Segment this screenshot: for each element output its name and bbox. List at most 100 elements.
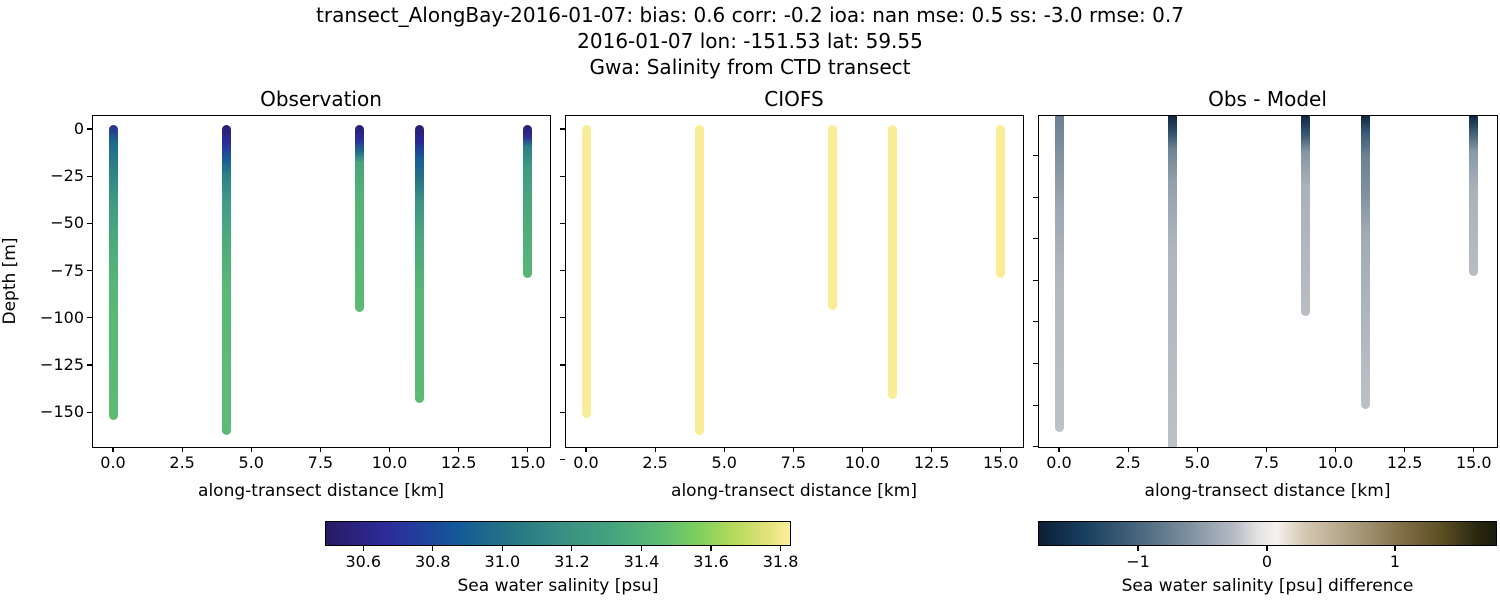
y-tick-label: −125 <box>40 355 84 374</box>
salinity-colorbar-tick-label: 31.0 <box>484 552 521 571</box>
y-tick-mark <box>1033 196 1038 198</box>
x-tick-label: 2.5 <box>642 453 668 472</box>
difference-colorbar-tick-label: 0 <box>1261 552 1273 571</box>
panel-title-obs-minus-model: Obs - Model <box>1208 87 1327 111</box>
observation-axes <box>92 115 551 448</box>
x-tick-mark <box>861 447 864 452</box>
salinity-colorbar <box>325 521 791 546</box>
observation-profile <box>221 125 231 436</box>
salinity-colorbar-tick-label: 30.6 <box>345 552 382 571</box>
difference-colorbar-tick-label: −1 <box>1126 552 1150 571</box>
x-tick-mark <box>1000 447 1002 452</box>
x-tick-mark <box>1404 447 1406 452</box>
y-tick-mark <box>1033 321 1038 323</box>
y-tick-mark <box>1033 362 1038 365</box>
y-tick-mark <box>560 411 565 413</box>
difference-colorbar <box>1038 521 1497 546</box>
figure-title-line-1: transect_AlongBay-2016-01-07: bias: 0.6 … <box>316 3 1184 27</box>
y-tick-mark <box>560 458 565 460</box>
y-tick-mark <box>87 222 92 224</box>
y-tick-mark <box>87 175 92 177</box>
x-tick-label: 10.0 <box>844 453 881 472</box>
y-tick-mark <box>87 411 92 413</box>
observation-profile <box>523 125 533 279</box>
salinity-colorbar-tick-label: 30.8 <box>414 552 451 571</box>
salinity-colorbar-tick-label: 31.6 <box>693 552 729 571</box>
y-tick-mark <box>1033 446 1038 448</box>
x-tick-mark <box>458 447 460 452</box>
y-tick-mark <box>87 317 92 319</box>
difference-profile <box>1054 116 1064 432</box>
y-tick-mark <box>560 364 565 366</box>
x-tick-mark <box>250 447 252 452</box>
y-tick-mark <box>560 128 565 130</box>
x-tick-mark <box>1473 447 1475 452</box>
colorbar-tick-mark <box>432 546 434 551</box>
colorbar-tick-mark <box>1137 546 1139 551</box>
ciofs-profile <box>694 125 704 436</box>
x-tick-mark <box>181 447 183 452</box>
y-tick-mark <box>560 317 565 319</box>
y-tick-mark <box>87 128 92 130</box>
x-tick-mark <box>527 447 529 452</box>
y-tick-mark <box>560 270 565 272</box>
y-tick-mark <box>1033 404 1038 406</box>
salinity-colorbar-tick-label: 31.4 <box>623 552 660 571</box>
x-tick-mark <box>1196 447 1198 452</box>
colorbar-tick-mark <box>710 546 712 551</box>
colorbar-tick-mark <box>571 546 573 551</box>
observation-profile <box>354 125 364 313</box>
difference-profile <box>1167 116 1177 447</box>
y-tick-mark <box>560 222 565 224</box>
x-tick-mark <box>319 447 321 452</box>
x-tick-label: 7.5 <box>780 453 807 472</box>
obs-minus-model-axes <box>1038 115 1498 448</box>
ciofs-profile <box>888 125 898 400</box>
x-tick-label: 0.0 <box>1046 453 1072 472</box>
x-tick-label: 12.5 <box>1386 453 1423 472</box>
x-tick-label: 15.0 <box>509 453 546 472</box>
y-tick-label: −100 <box>40 307 84 327</box>
colorbar-tick-mark <box>362 546 364 551</box>
difference-profile <box>1361 116 1371 409</box>
figure-title-line-3: Gwa: Salinity from CTD transect <box>589 55 911 79</box>
y-tick-mark <box>1033 279 1038 281</box>
y-tick-mark <box>1033 154 1038 157</box>
x-tick-label: 5.0 <box>1184 453 1210 472</box>
x-tick-mark <box>654 447 656 452</box>
colorbar-tick-mark <box>640 546 643 551</box>
y-tick-label: −75 <box>50 260 84 280</box>
x-axis-label-observation: along-transect distance [km] <box>198 481 444 501</box>
x-tick-label: 10.0 <box>371 453 408 472</box>
y-tick-label: −50 <box>50 213 84 233</box>
x-tick-label: 0.0 <box>100 453 126 472</box>
colorbar-tick-mark <box>501 546 503 551</box>
x-tick-label: 7.5 <box>307 453 334 472</box>
salinity-colorbar-tick-label: 31.8 <box>762 552 799 571</box>
x-tick-mark <box>1127 447 1129 452</box>
x-tick-label: 7.5 <box>1253 453 1280 472</box>
colorbar-tick-mark <box>1266 546 1268 551</box>
ciofs-profile <box>996 125 1006 279</box>
colorbar-tick-mark <box>1394 546 1396 551</box>
x-tick-label: 0.0 <box>573 453 599 472</box>
x-tick-label: 15.0 <box>982 453 1019 472</box>
difference-profile <box>1469 116 1479 276</box>
ciofs-axes <box>565 115 1024 448</box>
x-tick-label: 5.0 <box>711 453 737 472</box>
observation-profile <box>108 125 118 420</box>
y-tick-label: −25 <box>50 166 84 186</box>
x-tick-mark <box>1265 447 1267 452</box>
observation-profile <box>415 125 425 403</box>
x-tick-label: 2.5 <box>169 453 195 472</box>
x-tick-mark <box>112 447 114 452</box>
y-tick-mark <box>560 175 565 177</box>
x-tick-mark <box>1334 447 1337 452</box>
x-tick-mark <box>931 447 933 452</box>
x-tick-label: 12.5 <box>913 453 950 472</box>
figure-title-line-2: 2016-01-07 lon: -151.53 lat: 59.55 <box>577 29 923 53</box>
x-tick-label: 5.0 <box>238 453 264 472</box>
y-tick-label: 0 <box>73 119 84 138</box>
x-tick-mark <box>388 447 391 452</box>
difference-colorbar-label: Sea water salinity [psu] difference <box>1121 576 1414 596</box>
